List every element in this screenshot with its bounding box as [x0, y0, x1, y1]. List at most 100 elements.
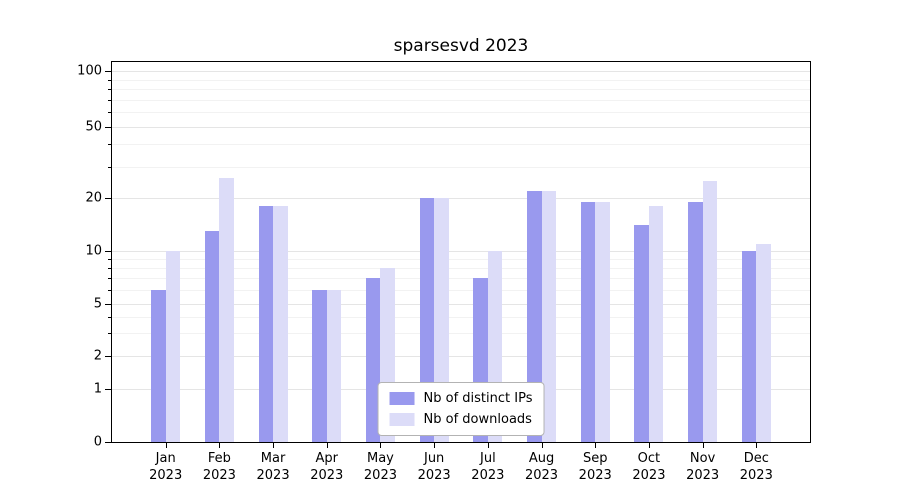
legend-item: Nb of distinct IPs: [389, 391, 533, 406]
x-tick-label: Feb 2023: [202, 451, 236, 483]
bar-distinct-ips: [365, 278, 381, 442]
bar-downloads: [702, 180, 718, 442]
legend-label: Nb of downloads: [423, 412, 532, 427]
major-gridline: [112, 304, 810, 305]
x-tick-label: Jun 2023: [417, 451, 451, 483]
y-tick-label: 0: [93, 434, 102, 450]
bar-downloads: [595, 201, 610, 442]
bar-distinct-ips: [580, 201, 596, 442]
bar-downloads: [326, 290, 342, 442]
x-tick-label: Mar 2023: [256, 451, 290, 483]
x-tick-label: Aug 2023: [524, 451, 559, 483]
bar-distinct-ips: [527, 190, 542, 442]
x-tick-mark: [541, 442, 543, 448]
x-tick-mark: [165, 442, 167, 448]
x-tick-label: Oct 2023: [632, 451, 666, 483]
bar-downloads: [434, 198, 449, 442]
legend-label: Nb of distinct IPs: [423, 391, 533, 406]
bar-distinct-ips: [741, 251, 757, 442]
y-tick-label: 50: [85, 119, 102, 135]
bar-downloads: [756, 243, 771, 442]
minor-gridline: [112, 144, 810, 146]
legend: Nb of distinct IPs Nb of downloads: [377, 382, 545, 436]
x-tick-mark: [648, 442, 650, 448]
chart-title: sparsesvd 2023: [393, 36, 529, 56]
x-tick-label: Apr 2023: [310, 451, 344, 483]
minor-gridline: [112, 278, 810, 280]
major-gridline: [112, 71, 810, 72]
minor-gridline: [112, 112, 810, 114]
minor-gridline: [112, 290, 810, 292]
x-tick-mark: [487, 442, 489, 448]
minor-gridline: [112, 79, 810, 81]
y-tick-mark: [105, 442, 112, 443]
y-tick-label: 100: [77, 63, 102, 79]
x-tick-mark: [756, 442, 758, 448]
major-gridline: [112, 356, 810, 357]
y-minor-tick-mark: [108, 166, 112, 168]
minor-gridline: [112, 166, 810, 168]
bar-downloads: [273, 206, 288, 442]
y-minor-tick-mark: [108, 99, 112, 101]
legend-item: Nb of downloads: [389, 412, 533, 427]
y-minor-tick-mark: [108, 332, 112, 334]
x-tick-mark: [273, 442, 275, 448]
x-tick-mark: [219, 442, 221, 448]
y-tick-mark: [105, 356, 112, 357]
bar-downloads: [165, 251, 181, 442]
x-tick-mark: [380, 442, 382, 448]
y-minor-tick-mark: [108, 290, 112, 292]
x-tick-mark: [702, 442, 704, 448]
y-tick-mark: [105, 251, 112, 252]
x-tick-label: Dec 2023: [739, 451, 773, 483]
y-tick-label: 20: [85, 190, 102, 206]
bar-distinct-ips: [312, 290, 327, 442]
y-tick-label: 1: [93, 381, 102, 397]
bar-distinct-ips: [419, 198, 435, 442]
plot-area: Nb of distinct IPs Nb of downloads: [111, 61, 811, 443]
y-tick-mark: [105, 198, 112, 199]
minor-gridline: [112, 89, 810, 91]
minor-gridline: [112, 316, 810, 318]
y-minor-tick-mark: [108, 79, 112, 81]
y-tick-mark: [105, 304, 112, 305]
x-tick-label: Jul 2023: [471, 451, 505, 483]
bar-distinct-ips: [634, 225, 649, 442]
minor-gridline: [112, 332, 810, 334]
major-gridline: [112, 198, 810, 199]
y-tick-mark: [105, 127, 112, 128]
y-tick-mark: [105, 389, 112, 390]
y-tick-label: 2: [93, 348, 102, 364]
bar-distinct-ips: [258, 206, 274, 442]
y-tick-label: 5: [93, 296, 102, 312]
y-minor-tick-mark: [108, 278, 112, 280]
bar-distinct-ips: [151, 290, 166, 442]
x-tick-label: May 2023: [363, 451, 397, 483]
bar-downloads: [541, 190, 557, 442]
bar-distinct-ips: [204, 230, 220, 442]
major-gridline: [112, 127, 810, 128]
y-minor-tick-mark: [108, 89, 112, 91]
y-tick-mark: [105, 71, 112, 72]
y-tick-label: 10: [85, 243, 102, 259]
minor-gridline: [112, 99, 810, 101]
y-minor-tick-mark: [108, 259, 112, 261]
minor-gridline: [112, 259, 810, 261]
bar-downloads: [648, 206, 664, 442]
legend-swatch-downloads: [389, 413, 415, 426]
y-minor-tick-mark: [108, 144, 112, 146]
legend-swatch-distinct-ips: [389, 392, 415, 405]
y-minor-tick-mark: [108, 268, 112, 270]
minor-gridline: [112, 268, 810, 270]
x-tick-mark: [434, 442, 436, 448]
x-tick-mark: [326, 442, 328, 448]
bar-downloads: [219, 177, 234, 442]
x-tick-label: Sep 2023: [578, 451, 612, 483]
y-minor-tick-mark: [108, 316, 112, 318]
x-tick-label: Jan 2023: [149, 451, 183, 483]
bar-distinct-ips: [688, 201, 703, 442]
y-minor-tick-mark: [108, 112, 112, 114]
major-gridline: [112, 251, 810, 252]
x-tick-mark: [595, 442, 597, 448]
